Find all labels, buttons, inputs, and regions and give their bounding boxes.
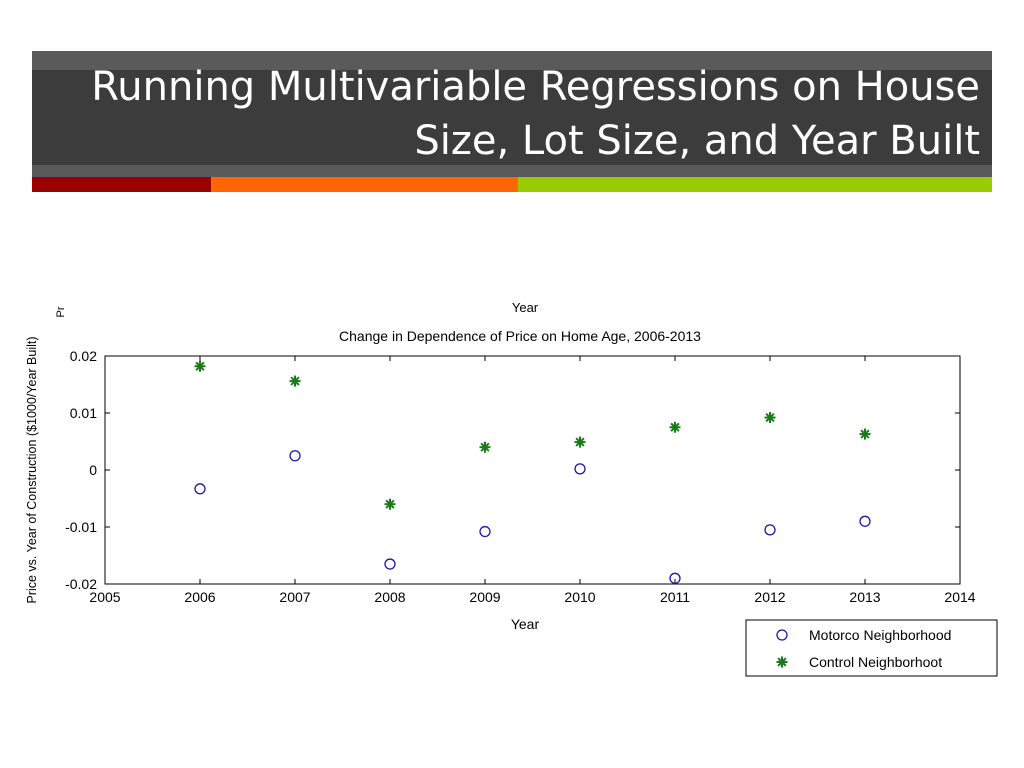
y-tick-label: -0.01 [65,519,97,535]
legend-label: Control Neighborhoot [809,654,942,670]
legend: Motorco Neighborhood Control Neighborhoot [745,619,998,677]
chart-title: Change in Dependence of Price on Home Ag… [339,328,701,344]
control-point [764,412,776,424]
x-tick-label: 2014 [944,589,975,605]
slide-title-line-2: Size, Lot Size, and Year Built [414,118,980,164]
x-ticks: 2005 2006 2007 2008 2009 2010 2011 2012 2013 2014 [89,356,976,605]
x-axis-label: Year [511,616,540,632]
accent-bar-green [518,177,992,192]
y-tick-label: 0 [89,462,97,478]
control-point [384,498,396,510]
accent-bar-red [32,177,211,192]
motorco-point [384,558,396,570]
y-axis-label: Price vs. Year of Construction ($1000/Ye… [25,336,39,603]
title-band-top-strip [32,51,992,70]
legend-label: Motorco Neighborhood [809,627,951,643]
x-tick-label: 2013 [849,589,880,605]
x-tick-label: 2008 [374,589,405,605]
control-point [669,421,681,433]
y-tick-label: 0.01 [70,405,97,421]
legend-box [745,619,998,677]
motorco-point [669,572,681,584]
control-point [859,428,871,440]
stray-top-year-label: Year [512,300,539,315]
legend-marker-star [776,656,788,668]
plot-area [104,355,961,585]
y-ticks: 0.02 0.01 0 -0.01 -0.02 [65,348,960,592]
accent-bar-orange [211,177,518,192]
slide-title-line-1: Running Multivariable Regressions on Hou… [91,64,980,110]
motorco-point [859,515,871,527]
x-tick-label: 2005 [89,589,120,605]
control-point [479,441,491,453]
title-band [32,51,992,177]
motorco-point [194,483,206,495]
x-tick-label: 2006 [184,589,215,605]
scatter-chart: Year Pr Change in Dependence of Price on… [25,300,998,677]
motorco-point [479,525,491,538]
control-point [194,360,206,372]
motorco-point [574,463,586,475]
x-tick-label: 2010 [564,589,595,605]
x-tick-label: 2012 [754,589,785,605]
x-tick-label: 2011 [660,589,690,605]
title-band-bottom-strip [32,165,992,177]
motorco-point [289,450,301,462]
control-point [574,436,586,448]
slide-title: Running Multivariable Regressions on Hou… [40,60,980,168]
motorco-point [764,524,776,536]
x-tick-label: 2007 [279,589,310,605]
y-tick-label: -0.02 [65,576,97,592]
y-tick-label: 0.02 [70,348,97,364]
stray-top-left-label: Pr [55,306,67,317]
x-tick-label: 2009 [469,589,500,605]
data-points [194,360,871,584]
legend-marker-circle [776,629,788,641]
control-point [289,375,301,387]
